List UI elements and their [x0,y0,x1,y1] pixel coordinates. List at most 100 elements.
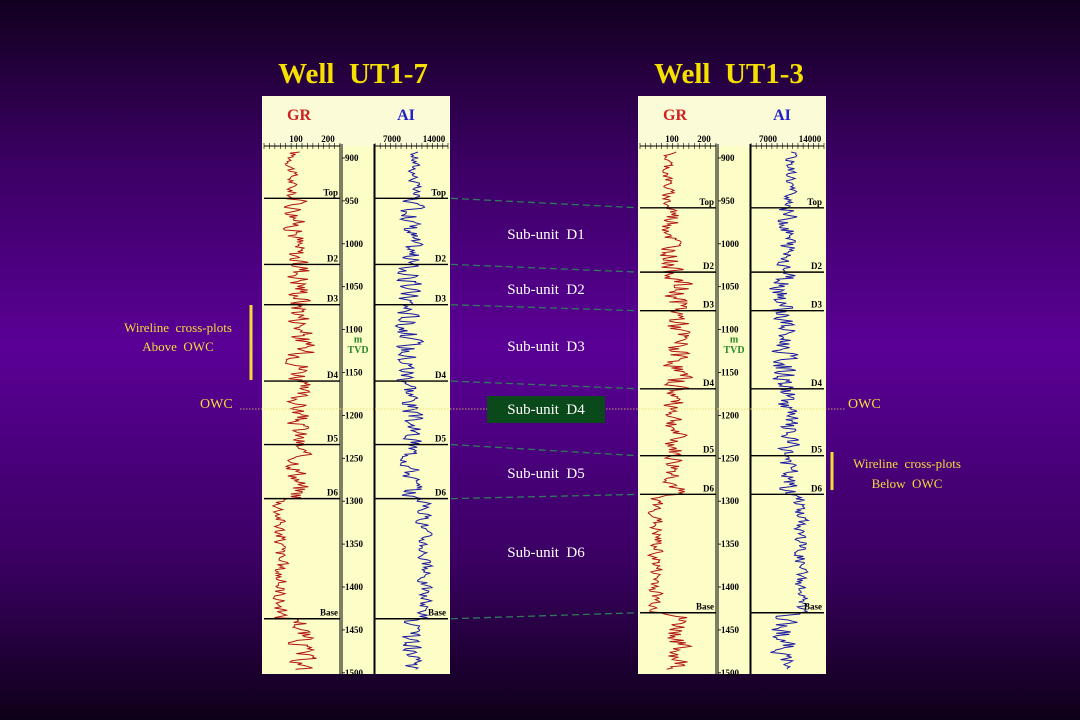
depth-unit-label: m [730,334,739,345]
well-title-ut1-3: Well UT1-3 [654,58,804,90]
depth-label: 1450 [345,625,364,635]
depth-label: 1200 [721,410,740,420]
depth-label: 1500 [721,668,740,678]
marker-label-gr: Top [323,187,338,197]
marker-label-ai: D5 [811,445,822,455]
crossplot-below-line2: Below OWC [872,476,943,491]
correlation-lines [450,197,639,620]
subunit-d5-label: Sub-unit D5 [507,466,585,482]
ai-track-label: AI [773,107,791,124]
subunit-d3-label: Sub-unit D3 [507,339,585,355]
marker-label-ai: D3 [811,300,822,310]
ai-curve [394,151,435,670]
subunit-d4-label: Sub-unit D4 [507,402,585,418]
marker-label-gr: D6 [327,488,338,498]
correlation-line [450,304,639,312]
marker-label-ai: D2 [435,253,446,263]
marker-label-gr: D2 [327,253,338,263]
depth-label: 1100 [721,325,739,335]
marker-label-ai: Base [428,608,446,618]
gr-curve [271,151,317,670]
subunit-d1-label: Sub-unit D1 [507,227,585,243]
depth-label: 1150 [721,368,739,378]
marker-label-ai: D6 [435,488,446,498]
crossplot-below-line1: Wireline cross-plots [853,456,961,471]
depth-label: 900 [721,153,735,163]
ai-scale-min: 7000 [383,134,402,144]
crossplot-above-line2: Above OWC [142,339,214,354]
marker-label-ai: Base [804,602,822,612]
depth-label: 1350 [721,539,740,549]
marker-label-ai: D4 [435,370,446,380]
subunit-d4-highlight [487,396,605,423]
depth-label: 1300 [345,496,364,506]
marker-label-gr: Base [696,602,714,612]
marker-label-gr: Base [320,608,338,618]
depth-label: 1500 [345,668,364,678]
correlation-line [450,493,639,500]
marker-label-gr: D3 [327,294,338,304]
marker-label-ai: D6 [811,483,822,493]
depth-label: 1250 [721,453,740,463]
well-title-ut1-7: Well UT1-7 [278,58,428,90]
ai-track-label: AI [397,107,415,124]
marker-label-ai: D4 [811,378,822,388]
marker-label-gr: D2 [703,261,714,271]
subunit-d2-label: Sub-unit D2 [507,282,585,298]
well-log-ut1-3: GR AI 100 200 7000 14000 900 950 1000 1050 1100 115… [638,96,826,678]
marker-label-gr: D5 [327,434,338,444]
ai-curve [769,151,811,670]
gr-scale-max: 200 [697,134,711,144]
well-log-ut1-7: GR AI 100 200 7000 14000 900 950 1000 1050 1100 115… [262,96,450,678]
marker-label-gr: D5 [703,445,714,455]
depth-label: 1400 [721,582,740,592]
marker-label-gr: D6 [703,483,714,493]
correlation-line [450,197,639,209]
gr-track-label: GR [663,107,687,124]
subunit-d6-label: Sub-unit D6 [507,545,585,561]
correlation-line [450,263,639,273]
ai-scale-min: 7000 [759,134,778,144]
depth-unit-label: m [354,334,363,345]
owc-label-left: OWC [200,397,233,412]
depth-label: 1400 [345,582,364,592]
depth-label: 1100 [345,325,363,335]
depth-label: 1200 [345,410,364,420]
gr-track-label: GR [287,107,311,124]
owc-label-right: OWC [848,397,881,412]
marker-label-gr: Top [699,197,714,207]
depth-label: 900 [345,153,359,163]
depth-label: 1050 [345,282,364,292]
depth-label: 950 [721,196,735,206]
gr-scale-min: 100 [665,134,679,144]
depth-label: 1350 [345,539,364,549]
marker-label-ai: Top [431,187,446,197]
marker-label-gr: D4 [327,370,338,380]
depth-label: 1150 [345,368,363,378]
ai-scale-max: 14000 [423,134,446,144]
depth-ref-label: TVD [347,345,368,356]
depth-label: 950 [345,196,359,206]
marker-label-ai: D3 [435,294,446,304]
log-header [638,96,826,146]
gr-curve [646,151,693,670]
marker-label-ai: Top [807,197,822,207]
depth-label: 1050 [721,282,740,292]
depth-ref-label: TVD [723,345,744,356]
log-header [262,96,450,146]
marker-label-ai: D5 [435,434,446,444]
depth-label: 1300 [721,496,740,506]
gr-scale-max: 200 [321,134,335,144]
marker-label-ai: D2 [811,261,822,271]
crossplot-above-line1: Wireline cross-plots [124,320,232,335]
depth-label: 1450 [721,625,740,635]
ai-scale-max: 14000 [799,134,822,144]
correlation-line [450,612,639,620]
marker-label-gr: D4 [703,378,714,388]
gr-scale-min: 100 [289,134,303,144]
correlation-line [450,380,639,390]
correlation-line [450,443,639,457]
depth-label: 1250 [345,453,364,463]
marker-label-gr: D3 [703,300,714,310]
